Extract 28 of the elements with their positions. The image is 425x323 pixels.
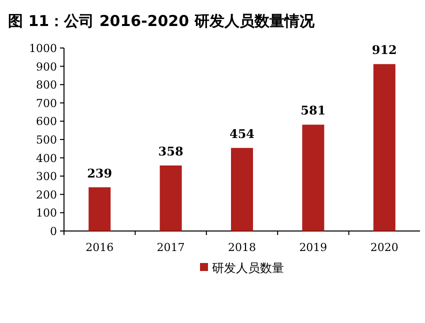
y-tick-label: 600 [36,115,57,128]
y-tick-label: 200 [36,188,57,202]
x-tick-label: 2017 [156,241,185,254]
y-tick-label: 400 [36,152,57,165]
data-label: 454 [229,126,255,141]
bar [373,64,396,231]
data-label: 581 [300,104,326,118]
chart-title: 图 11：公司 2016-2020 研发人员数量情况 [8,12,316,30]
x-tick-label: 2019 [299,241,328,254]
x-tick-label: 2020 [370,241,398,254]
y-tick-label: 100 [36,206,57,220]
data-label: 358 [158,144,184,158]
bar [231,148,253,231]
y-tick-label: 1000 [29,42,57,55]
bar [160,165,182,231]
legend-label: 研发人员数量 [212,261,284,275]
y-tick-label: 900 [36,60,57,74]
y-tick-label: 800 [36,78,57,92]
y-tick-label: 500 [36,134,57,146]
bar [302,124,324,231]
bar [88,187,111,231]
y-tick-label: 0 [50,225,57,238]
data-label: 239 [87,166,112,180]
x-tick-label: 2018 [228,241,256,254]
y-tick-label: 700 [36,96,57,110]
x-tick-label: 2016 [86,241,114,254]
data-label: 912 [372,43,397,58]
y-tick-label: 300 [36,170,57,184]
